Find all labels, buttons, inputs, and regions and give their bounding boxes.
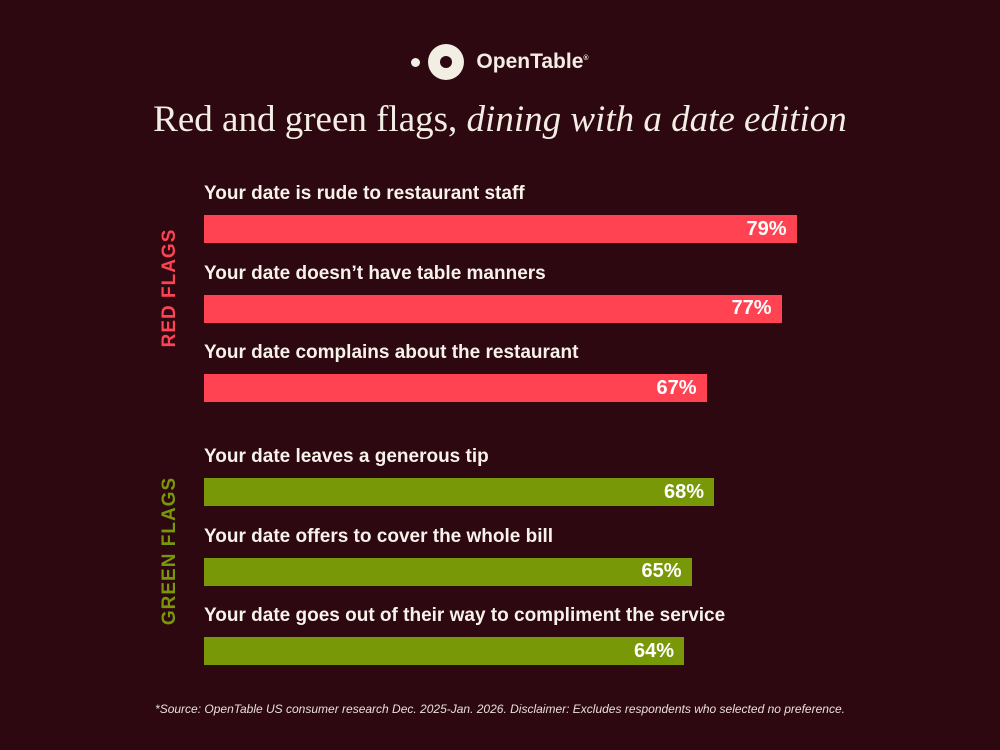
bar: 68% xyxy=(204,478,714,506)
logo-dot-icon xyxy=(411,57,421,67)
bar: 64% xyxy=(204,637,684,665)
brand-name: OpenTable® xyxy=(476,50,588,74)
brand-text: OpenTable xyxy=(476,50,584,73)
title-italic: dining with a date edition xyxy=(466,99,847,140)
data-label: 65% xyxy=(641,560,682,582)
category-label: Your date doesn’t have table manners xyxy=(204,262,546,284)
data-label: 67% xyxy=(656,376,697,399)
category-label: Your date leaves a generous tip xyxy=(204,446,489,467)
bar: 79% xyxy=(204,215,797,243)
title-main: Red and green flags, xyxy=(153,99,458,140)
group-label: RED FLAGS xyxy=(159,228,180,347)
opentable-logo: OpenTable® xyxy=(0,44,1000,80)
group-label: GREEN FLAGS xyxy=(159,476,180,625)
logo-ring-icon xyxy=(428,44,465,80)
bar: 77% xyxy=(204,294,782,323)
bar: 67% xyxy=(204,374,707,402)
category-label: Your date offers to cover the whole bill xyxy=(204,525,554,547)
chart-title: Red and green flags, dining with a date … xyxy=(0,98,1000,141)
data-label: 79% xyxy=(746,217,787,240)
category-label: Your date complains about the restaurant xyxy=(204,342,579,363)
data-label: 77% xyxy=(731,297,772,319)
bar: 65% xyxy=(204,557,692,586)
data-label: 68% xyxy=(663,480,704,503)
category-label: Your date is rude to restaurant staff xyxy=(204,183,525,204)
registered-mark: ® xyxy=(583,55,589,62)
source-note: *Source: OpenTable US consumer research … xyxy=(155,702,845,716)
data-label: 64% xyxy=(633,639,674,662)
category-label: Your date goes out of their way to compl… xyxy=(204,605,726,626)
